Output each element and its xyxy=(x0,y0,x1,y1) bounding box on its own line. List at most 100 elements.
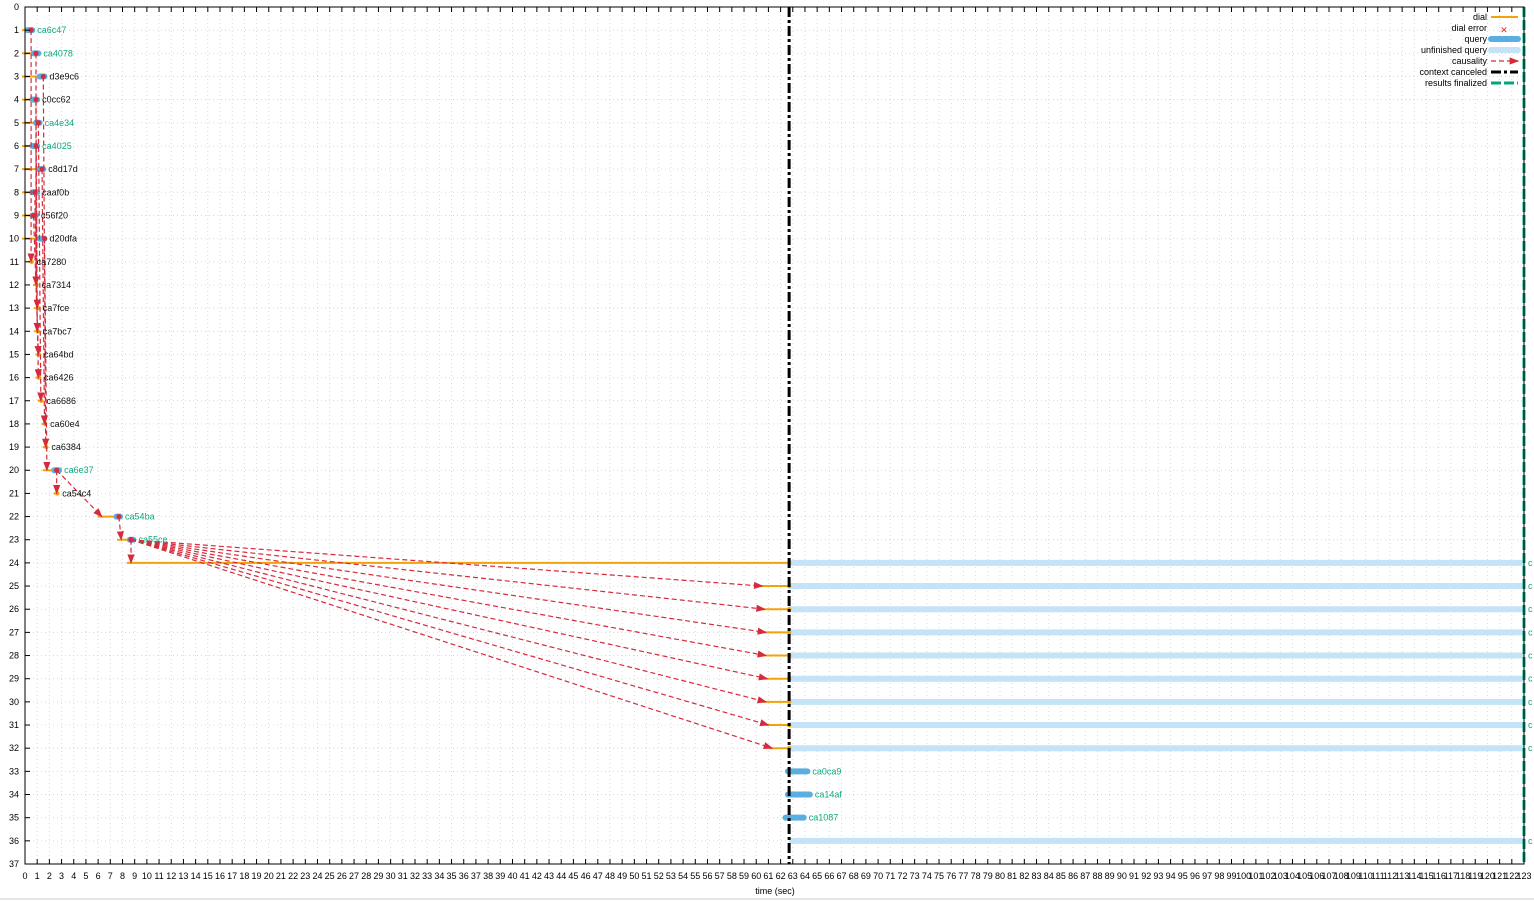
x-tick-label: 33 xyxy=(422,871,432,881)
x-tick-label: 4 xyxy=(71,871,76,881)
row-label: c xyxy=(1528,697,1533,707)
x-tick-label: 104 xyxy=(1285,871,1300,881)
x-tick-label: 51 xyxy=(642,871,652,881)
x-tick-label: 0 xyxy=(22,871,27,881)
x-tick-label: 119 xyxy=(1468,871,1482,881)
x-tick-label: 98 xyxy=(1214,871,1224,881)
x-tick-label: 71 xyxy=(885,871,895,881)
x-tick-label: 43 xyxy=(544,871,554,881)
x-tick-label: 78 xyxy=(971,871,981,881)
legend-label-dial: dial xyxy=(1473,12,1487,22)
x-tick-label: 46 xyxy=(581,871,591,881)
x-tick-label: 62 xyxy=(776,871,786,881)
y-tick-label: 20 xyxy=(9,465,19,475)
x-tick-label: 90 xyxy=(1117,871,1127,881)
y-tick-label: 32 xyxy=(9,743,19,753)
x-tick-label: 56 xyxy=(702,871,712,881)
x-tick-label: 118 xyxy=(1456,871,1470,881)
x-tick-label: 11 xyxy=(154,871,163,881)
x-tick-label: 26 xyxy=(337,871,347,881)
legend-label-dial_error: dial error xyxy=(1451,23,1487,33)
causality-arrow xyxy=(43,238,51,472)
causality-arrow xyxy=(130,539,770,727)
dial-end-marker xyxy=(55,491,60,496)
row-label: ca4025 xyxy=(42,141,72,151)
x-tick-label: 30 xyxy=(386,871,396,881)
row-label: ca4e34 xyxy=(45,118,75,128)
x-tick-label: 109 xyxy=(1346,871,1361,881)
x-tick-label: 64 xyxy=(800,871,810,881)
x-tick-label: 22 xyxy=(288,871,298,881)
causality-source-dot xyxy=(40,73,46,79)
x-tick-label: 8 xyxy=(120,871,125,881)
x-tick-label: 99 xyxy=(1227,871,1237,881)
y-tick-label: 33 xyxy=(9,766,19,776)
y-tick-label: 13 xyxy=(9,303,19,313)
x-tick-label: 121 xyxy=(1492,871,1507,881)
row-label: c xyxy=(1528,674,1533,684)
y-tick-label: 16 xyxy=(9,373,19,383)
x-tick-label: 18 xyxy=(239,871,249,881)
causality-arrow xyxy=(130,539,766,612)
x-tick-label: 107 xyxy=(1321,871,1336,881)
x-tick-label: 120 xyxy=(1480,871,1495,881)
y-tick-label: 29 xyxy=(9,674,19,684)
x-tick-label: 6 xyxy=(96,871,101,881)
x-tick-label: 54 xyxy=(678,871,688,881)
row-label: ca1087 xyxy=(809,813,839,823)
x-tick-label: 108 xyxy=(1334,871,1349,881)
row-label: ca64bd xyxy=(44,349,74,359)
x-tick-label: 82 xyxy=(1019,871,1029,881)
row-label: ca54ba xyxy=(125,512,155,522)
event-lines xyxy=(787,7,1526,864)
y-tick-label: 24 xyxy=(9,558,19,568)
x-tick-label: 13 xyxy=(178,871,188,881)
x-tick-label: 100 xyxy=(1236,871,1251,881)
x-tick-label: 123 xyxy=(1516,871,1531,881)
y-tick-label: 37 xyxy=(9,859,19,869)
dial-end-marker xyxy=(29,259,34,264)
legend-label-unfinished: unfinished query xyxy=(1421,45,1488,55)
x-tick-label: 23 xyxy=(300,871,310,881)
causality-arrow xyxy=(130,539,768,658)
x-tick-label: 72 xyxy=(897,871,907,881)
x-tick-label: 69 xyxy=(861,871,871,881)
causality-source-dot xyxy=(54,467,60,473)
row-label: ca54c4 xyxy=(62,488,91,498)
y-tick-label: 25 xyxy=(9,581,19,591)
x-tick-label: 40 xyxy=(507,871,517,881)
x-tick-label: 113 xyxy=(1395,871,1409,881)
causality-source-dot xyxy=(33,50,39,56)
x-tick-label: 122 xyxy=(1504,871,1519,881)
row-label: ca6426 xyxy=(44,373,74,383)
causality-source-dot xyxy=(35,120,41,126)
x-tick-label: 106 xyxy=(1309,871,1324,881)
causality-arrow xyxy=(116,516,124,541)
x-tick-label: 87 xyxy=(1080,871,1090,881)
causality-source-dot xyxy=(128,537,134,543)
causality-source-dot xyxy=(116,514,122,520)
row-label: ca6686 xyxy=(46,396,76,406)
x-axis-label: time (sec) xyxy=(755,886,795,896)
y-tick-label: 7 xyxy=(14,164,19,174)
axes: 0 1 2 3 4 5 6 7 8 9 10 11 12 13 14 15 16 17 18 19 20 21 22 23 24… xyxy=(9,2,1532,881)
y-tick-label: 36 xyxy=(9,836,19,846)
row-label: c8d17d xyxy=(48,164,78,174)
y-tick-label: 27 xyxy=(9,627,19,637)
x-tick-label: 111 xyxy=(1371,871,1385,881)
x-tick-label: 55 xyxy=(690,871,700,881)
y-tick-label: 23 xyxy=(9,535,19,545)
causality-arrow xyxy=(130,539,768,704)
x-tick-label: 42 xyxy=(532,871,542,881)
row-label: ca55ce xyxy=(138,535,167,545)
row-label: c xyxy=(1528,743,1533,753)
y-tick-label: 12 xyxy=(9,280,19,290)
x-tick-label: 73 xyxy=(910,871,920,881)
x-tick-label: 1 xyxy=(35,871,40,881)
y-tick-label: 34 xyxy=(9,790,19,800)
dial-error-icon: ✕ xyxy=(1500,25,1508,35)
y-tick-label: 17 xyxy=(9,396,19,406)
x-tick-label: 81 xyxy=(1007,871,1017,881)
